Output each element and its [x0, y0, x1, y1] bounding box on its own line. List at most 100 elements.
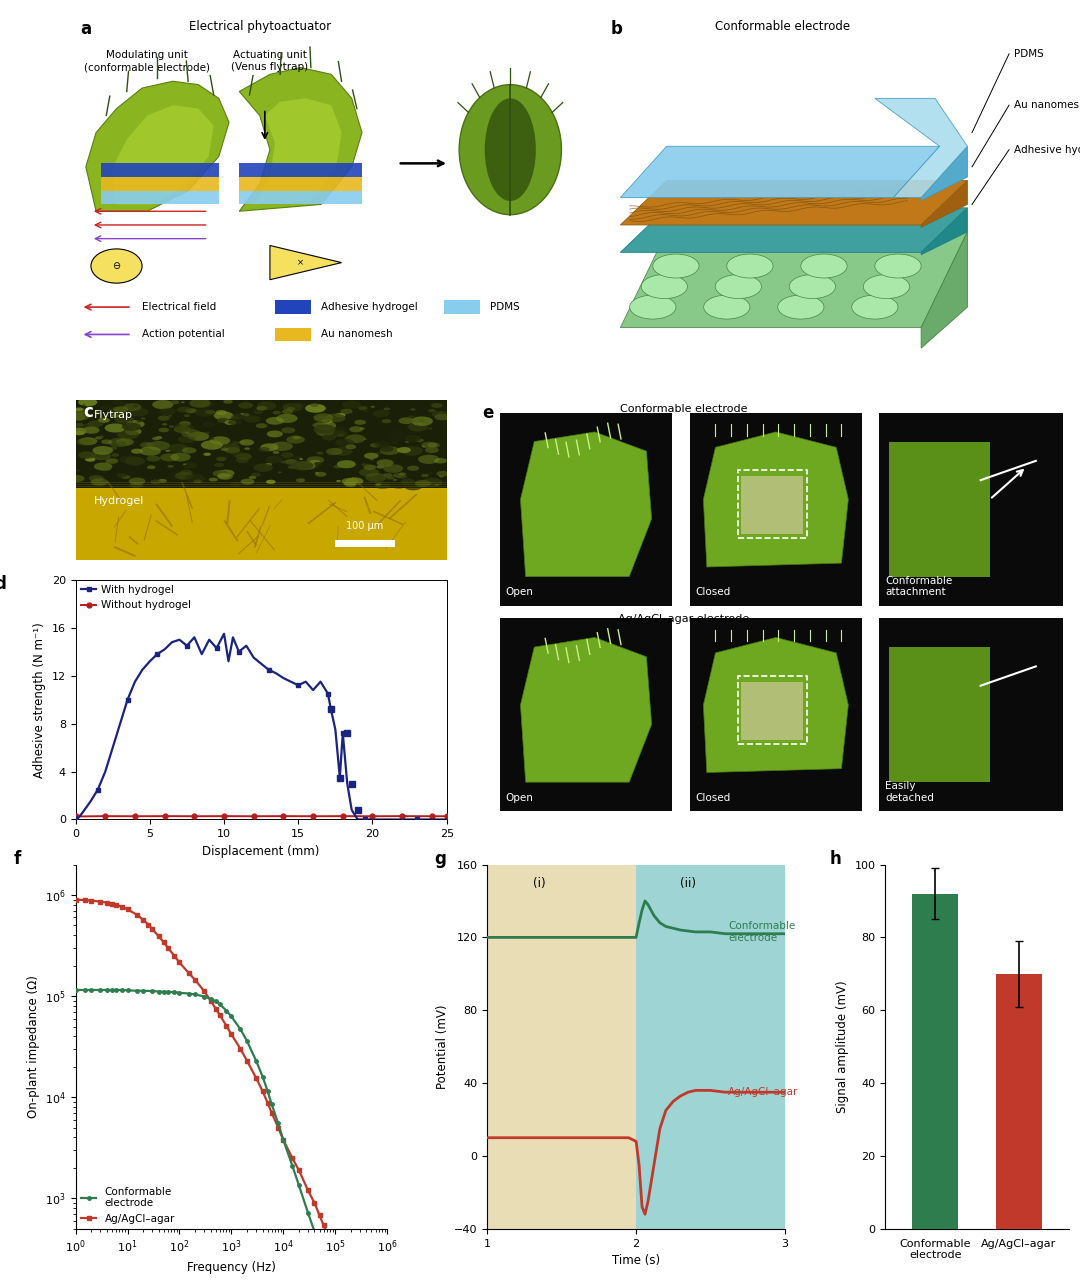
Circle shape [178, 435, 195, 443]
Circle shape [364, 465, 376, 470]
Conformable
electrode [78, 982, 91, 997]
Circle shape [185, 474, 205, 483]
Ag/AgCl–agar [141, 916, 154, 932]
Circle shape [322, 434, 336, 440]
Circle shape [107, 442, 112, 444]
Polygon shape [921, 146, 968, 201]
Ag/AgCl–agar [189, 972, 202, 987]
Ag/AgCl–agar [198, 983, 211, 998]
Polygon shape [255, 99, 341, 205]
Conformable
electrode [116, 982, 129, 997]
Line: Without hydrogel: Without hydrogel [73, 814, 449, 819]
Circle shape [98, 417, 110, 422]
Circle shape [397, 475, 407, 479]
Y-axis label: Potential (mV): Potential (mV) [435, 1005, 448, 1089]
Polygon shape [240, 164, 362, 177]
Conformable
electrode [234, 1021, 247, 1037]
Text: Conformable
attachment: Conformable attachment [886, 576, 953, 598]
Circle shape [399, 472, 406, 475]
Conformable
electrode [204, 991, 217, 1006]
Conformable
electrode [225, 1009, 238, 1024]
Circle shape [91, 479, 108, 485]
Bar [336, 540, 394, 547]
Circle shape [231, 442, 240, 444]
Circle shape [422, 477, 443, 486]
Circle shape [130, 483, 143, 488]
Ellipse shape [459, 84, 562, 215]
Ellipse shape [852, 296, 897, 319]
Polygon shape [620, 232, 968, 328]
Circle shape [118, 430, 139, 439]
Ellipse shape [789, 275, 836, 298]
Circle shape [296, 461, 315, 470]
Circle shape [435, 413, 450, 420]
Circle shape [341, 477, 357, 485]
With hydrogel [324, 701, 337, 717]
Circle shape [220, 448, 229, 451]
Circle shape [418, 420, 426, 422]
Circle shape [241, 413, 244, 415]
Y-axis label: Adhesive strength (N m⁻¹): Adhesive strength (N m⁻¹) [33, 622, 46, 777]
Conformable
electrode [266, 1097, 279, 1112]
Circle shape [360, 428, 365, 430]
Circle shape [201, 440, 222, 449]
Conformable
electrode [308, 1224, 321, 1239]
Circle shape [306, 403, 326, 412]
Circle shape [204, 431, 211, 434]
Circle shape [189, 398, 211, 408]
Circle shape [295, 404, 302, 407]
Conformable
electrode [94, 982, 107, 997]
Text: PDMS: PDMS [1014, 49, 1043, 59]
Polygon shape [620, 207, 968, 252]
Circle shape [76, 438, 93, 445]
Circle shape [81, 424, 98, 431]
Ag/AgCl–agar [272, 1120, 285, 1135]
With hydrogel [217, 626, 230, 641]
Ag/AgCl–agar [241, 1053, 254, 1069]
Ag/AgCl–agar [210, 1001, 222, 1016]
Circle shape [214, 411, 233, 420]
Line: With hydrogel: With hydrogel [73, 631, 449, 822]
Text: h: h [829, 850, 841, 868]
Circle shape [312, 422, 322, 428]
Ag/AgCl–agar [301, 1183, 314, 1198]
Circle shape [287, 407, 295, 411]
Without hydrogel [188, 809, 201, 824]
Polygon shape [921, 180, 968, 228]
Circle shape [253, 410, 262, 415]
Circle shape [147, 456, 161, 462]
Text: f: f [13, 850, 21, 868]
Conformable
electrode [146, 983, 159, 998]
Circle shape [375, 442, 390, 448]
Circle shape [267, 430, 283, 438]
Circle shape [231, 413, 245, 420]
Circle shape [322, 419, 333, 424]
Circle shape [257, 402, 276, 410]
Circle shape [281, 428, 295, 434]
Text: ×: × [297, 259, 305, 268]
Circle shape [91, 248, 143, 283]
Circle shape [266, 417, 284, 425]
Circle shape [89, 475, 104, 481]
Text: (i): (i) [534, 877, 545, 891]
Circle shape [383, 407, 390, 411]
Circle shape [75, 407, 83, 411]
Circle shape [69, 411, 90, 420]
Circle shape [140, 417, 146, 420]
Circle shape [158, 416, 170, 421]
Conformable
electrode [100, 982, 113, 997]
Conformable
electrode [161, 984, 174, 1000]
Circle shape [244, 448, 249, 449]
Circle shape [228, 420, 242, 425]
Text: Electrical field: Electrical field [143, 302, 216, 312]
Circle shape [87, 484, 97, 488]
X-axis label: Displacement (mm): Displacement (mm) [202, 845, 320, 858]
Circle shape [119, 402, 133, 408]
Conformable
electrode [249, 1053, 262, 1069]
Circle shape [239, 402, 253, 408]
Circle shape [387, 476, 394, 480]
Circle shape [239, 440, 246, 444]
Circle shape [117, 474, 127, 477]
Bar [76, 401, 447, 488]
Conformable
electrode [167, 984, 180, 1000]
